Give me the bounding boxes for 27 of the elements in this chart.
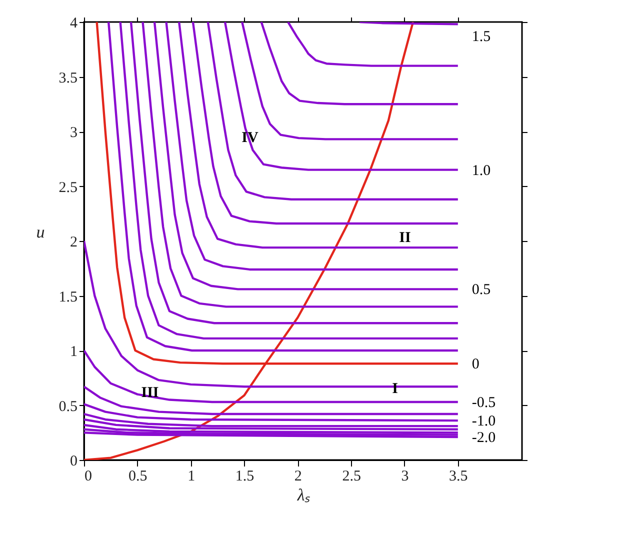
x-tick-label: 1.5 [235,468,254,484]
y-tick-label: 2.5 [58,180,78,196]
x-tick-label: 3.5 [449,468,468,484]
annotation: II [399,230,411,246]
y-tick-label: 0.5 [58,398,78,415]
y-tick-label: 1.5 [58,289,78,306]
y-tick-label: 2 [70,234,78,250]
x-tick-label: 1 [188,468,196,484]
y-tick-label: 4 [70,16,78,32]
series-label: -2.0 [472,430,496,446]
x-tick-label: 0.5 [128,468,148,484]
series-label: 0.5 [472,282,491,298]
y-tick-label: 1 [70,344,78,360]
series-label: 1.5 [472,29,491,46]
y-tick-label: 3.5 [58,70,78,86]
series-label: 0 [472,356,480,373]
y-tick-label: 3 [70,125,78,141]
x-tick-label: 2 [294,468,302,484]
series-label: 1.0 [472,162,491,179]
x-tick-label: 2.5 [342,468,361,484]
x-axis-title: λₛ [296,486,311,504]
x-tick-label: 3 [401,468,409,484]
series-label: -0.5 [472,394,496,411]
series-label: -1.0 [472,414,496,430]
y-tick-label: 0 [70,454,78,470]
y-axis-title: u [36,222,45,242]
x-tick-label: 0 [84,468,92,484]
